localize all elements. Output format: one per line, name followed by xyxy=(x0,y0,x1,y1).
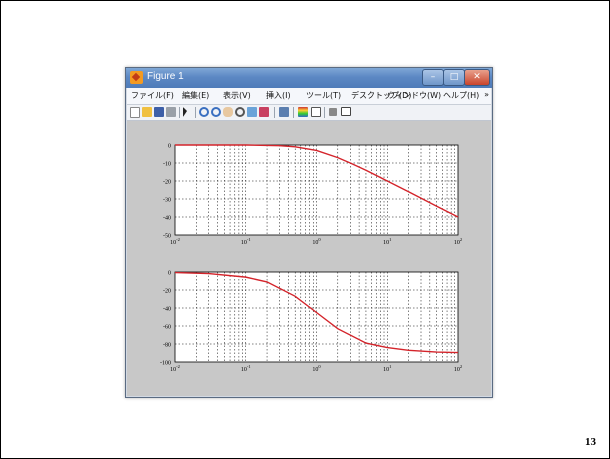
window-titlebar[interactable]: Figure 1 – □ ✕ xyxy=(126,68,492,88)
pan-icon[interactable] xyxy=(223,107,233,117)
y-tick-label: -20 xyxy=(163,289,171,295)
save-icon[interactable] xyxy=(154,107,164,117)
axes-background xyxy=(174,271,459,363)
x-tick-label: 102 xyxy=(454,237,462,246)
bode-plots: 0-10-20-30-40-5010-210-11001011020-20-40… xyxy=(160,144,462,374)
menu-file[interactable]: ファイル(F) xyxy=(131,91,174,100)
menu-edit[interactable]: 編集(E) xyxy=(182,91,210,100)
data-cursor-icon[interactable] xyxy=(247,107,257,117)
y-tick-label: -40 xyxy=(163,216,171,222)
x-tick-label: 101 xyxy=(383,237,391,246)
y-tick-label: -20 xyxy=(163,180,171,186)
x-tick-label: 102 xyxy=(454,364,462,373)
matlab-icon xyxy=(130,71,143,84)
window-title: Figure 1 xyxy=(147,71,184,82)
menu-window[interactable]: ウィンドウ(W) xyxy=(387,91,442,100)
insert-colorbar-icon[interactable] xyxy=(298,107,308,117)
brush-icon[interactable] xyxy=(259,107,269,117)
show-plot-tools-icon[interactable] xyxy=(341,107,351,116)
figure-canvas[interactable]: 0 -10 -20 -30 -40 -50 10-2 10-1 100 101 102 0 -20 -40… xyxy=(127,121,491,396)
minimize-button[interactable]: – xyxy=(422,69,444,86)
y-tick-label: -100 xyxy=(160,361,171,367)
x-tick-label: 10-1 xyxy=(241,237,251,246)
x-tick-label: 100 xyxy=(312,237,321,246)
rotate-3d-icon[interactable] xyxy=(235,107,245,117)
print-icon[interactable] xyxy=(166,107,176,117)
y-tick-label: -80 xyxy=(163,343,171,349)
figure-toolbar xyxy=(127,105,491,121)
y-tick-label: -40 xyxy=(163,307,171,313)
close-button[interactable]: ✕ xyxy=(464,69,490,86)
insert-legend-icon[interactable] xyxy=(311,107,321,117)
open-file-icon[interactable] xyxy=(142,107,152,117)
zoom-in-icon[interactable] xyxy=(199,107,209,117)
menu-insert[interactable]: 挿入(I) xyxy=(266,91,291,100)
hide-plot-tools-icon[interactable] xyxy=(329,108,337,116)
y-tick-label: 0 xyxy=(168,144,171,150)
figure-window[interactable]: Figure 1 – □ ✕ ファイル(F) 編集(E) 表示(V) 挿入(I)… xyxy=(125,67,493,398)
menu-bar: ファイル(F) 編集(E) 表示(V) 挿入(I) ツール(T) デスクトップ(… xyxy=(127,88,491,105)
menu-help[interactable]: ヘルプ(H) xyxy=(443,91,480,100)
x-tick-label: 101 xyxy=(383,364,391,373)
series-line-1 xyxy=(174,271,459,354)
menu-tools[interactable]: ツール(T) xyxy=(306,91,342,100)
x-tick-label: 100 xyxy=(312,364,321,373)
axes-background xyxy=(174,144,459,236)
x-tick-label: 10-2 xyxy=(170,237,180,246)
zoom-out-icon[interactable] xyxy=(211,107,221,117)
x-tick-label: 10-2 xyxy=(170,364,180,373)
x-tick-label: 10-1 xyxy=(241,364,251,373)
edit-plot-icon[interactable] xyxy=(183,107,187,117)
new-figure-icon[interactable] xyxy=(130,107,140,118)
menu-desktop[interactable]: デスクトップ(D) xyxy=(351,91,412,100)
series-line-1 xyxy=(175,144,459,218)
link-plot-icon[interactable] xyxy=(279,107,289,117)
menu-overflow-icon[interactable]: » xyxy=(484,90,489,99)
y-tick-label: 0 xyxy=(168,271,171,277)
y-tick-label: -10 xyxy=(163,162,171,168)
y-tick-label: -30 xyxy=(163,198,171,204)
slide-number: 13 xyxy=(585,436,596,448)
menu-view[interactable]: 表示(V) xyxy=(223,91,251,100)
y-tick-label: -50 xyxy=(163,234,171,240)
maximize-button[interactable]: □ xyxy=(443,69,465,86)
y-tick-label: -60 xyxy=(163,325,171,331)
